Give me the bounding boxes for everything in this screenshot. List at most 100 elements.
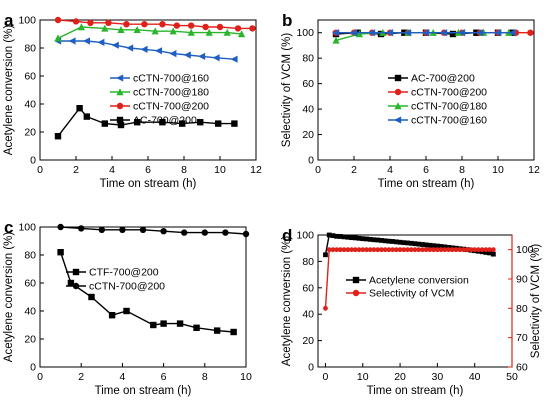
legend-label: cCTN-700@160 bbox=[411, 115, 487, 127]
x-tick-label: 12 bbox=[528, 164, 540, 176]
data-point bbox=[337, 234, 343, 239]
y-tick-label: 40 bbox=[24, 306, 36, 318]
data-point bbox=[367, 247, 373, 253]
legend-label: Acetylene conversion bbox=[369, 275, 469, 287]
x-tick-label: 12 bbox=[250, 164, 262, 176]
x-tick-label: 0 bbox=[315, 164, 321, 176]
y-tick-label: 40 bbox=[24, 99, 36, 111]
series-cctn-700-180 bbox=[332, 28, 513, 44]
data-point bbox=[401, 240, 407, 246]
panel-letter: c bbox=[4, 218, 13, 237]
series-cctn-700-160 bbox=[332, 29, 516, 37]
data-point bbox=[476, 29, 484, 37]
x-axis-title: Time on stream (h) bbox=[378, 178, 475, 190]
y-tick-label: 80 bbox=[24, 250, 36, 262]
data-point bbox=[408, 240, 414, 246]
y2-tick-label: 100 bbox=[516, 244, 534, 256]
data-point bbox=[453, 247, 459, 253]
x-tick-label: 2 bbox=[73, 164, 79, 176]
data-point bbox=[476, 247, 481, 253]
x-tick-label: 2 bbox=[78, 371, 84, 383]
y-tick-label: 100 bbox=[18, 15, 36, 27]
x-tick-label: 40 bbox=[469, 371, 481, 383]
data-point bbox=[334, 247, 340, 253]
data-point bbox=[198, 52, 206, 60]
data-point bbox=[341, 247, 347, 253]
y-tick-label: 40 bbox=[302, 104, 314, 116]
data-point bbox=[133, 26, 141, 33]
data-point bbox=[364, 247, 369, 253]
data-point bbox=[352, 247, 358, 253]
data-point bbox=[68, 37, 76, 45]
y-axis-title: Acetylene conversion (%) bbox=[3, 25, 15, 156]
data-point bbox=[494, 29, 502, 37]
y-tick-label: 100 bbox=[296, 230, 314, 242]
data-point bbox=[123, 21, 130, 28]
y-tick-label: 60 bbox=[302, 78, 314, 90]
data-point bbox=[179, 120, 186, 127]
data-point bbox=[231, 120, 238, 127]
data-point bbox=[117, 121, 125, 129]
data-point bbox=[108, 312, 116, 319]
data-point bbox=[139, 226, 147, 233]
data-point bbox=[242, 230, 250, 238]
x-axis-title: Time on stream (h) bbox=[100, 178, 197, 190]
data-point bbox=[345, 247, 351, 253]
data-point bbox=[188, 22, 195, 29]
data-point bbox=[238, 30, 246, 38]
data-point bbox=[390, 239, 396, 244]
x-tick-label: 8 bbox=[181, 164, 187, 176]
data-point bbox=[352, 235, 358, 241]
data-point bbox=[119, 226, 126, 233]
data-point bbox=[205, 28, 213, 36]
data-point bbox=[360, 247, 366, 253]
data-point bbox=[117, 26, 125, 33]
data-point bbox=[326, 247, 332, 253]
data-point bbox=[212, 54, 220, 62]
data-point bbox=[141, 21, 148, 28]
x-tick-label: 0 bbox=[37, 371, 43, 383]
legend-label: cCTN-700@200 bbox=[133, 101, 209, 113]
legend-label: cCTN-700@160 bbox=[133, 73, 209, 85]
y-tick-label: 60 bbox=[24, 278, 36, 290]
data-point bbox=[105, 19, 112, 26]
data-point bbox=[176, 320, 184, 327]
chart-panel-b: b 0 2 4 6 8 10 12 0 20 40 60 80 100 Time on stream (h)… bbox=[281, 11, 540, 190]
data-point bbox=[468, 247, 474, 253]
plot-frame bbox=[39, 226, 247, 368]
legend-label: cCTN-700@180 bbox=[133, 87, 209, 99]
series-selectivity-of-vcm bbox=[323, 247, 496, 311]
data-point bbox=[368, 29, 376, 37]
data-point bbox=[126, 44, 134, 52]
data-point bbox=[101, 120, 108, 127]
x-tick-label: 2 bbox=[351, 164, 357, 176]
data-point bbox=[405, 240, 410, 246]
data-point bbox=[355, 30, 363, 38]
data-point bbox=[330, 247, 336, 253]
data-point bbox=[181, 229, 188, 236]
data-point bbox=[349, 247, 354, 253]
data-point bbox=[230, 55, 238, 63]
data-point bbox=[72, 18, 80, 25]
data-point bbox=[438, 247, 444, 253]
y-axis-title: Acetylene conversion (%) bbox=[3, 232, 15, 363]
data-point bbox=[412, 241, 418, 247]
data-point bbox=[332, 29, 340, 37]
panel-letter: d bbox=[282, 226, 292, 245]
data-point bbox=[345, 234, 351, 240]
x-axis-title: Time on stream (h) bbox=[367, 385, 464, 397]
data-point bbox=[431, 243, 437, 249]
chart-panel-d: d 0 10 20 30 40 50 0 20 40 60 80 100 60 70 80 90 100 Time … bbox=[281, 226, 542, 397]
data-point bbox=[442, 244, 448, 250]
data-point bbox=[446, 247, 451, 253]
data-point bbox=[223, 28, 231, 36]
chart-panel-a: a 0 2 4 6 8 10 12 0 20 40 60 80 100 Time on stream (h)… bbox=[3, 11, 262, 190]
data-point bbox=[422, 29, 430, 37]
data-point bbox=[356, 235, 362, 241]
data-point bbox=[350, 29, 358, 37]
data-point bbox=[187, 28, 195, 36]
data-point bbox=[169, 50, 177, 58]
data-point bbox=[427, 247, 433, 253]
x-tick-label: 10 bbox=[240, 371, 252, 383]
